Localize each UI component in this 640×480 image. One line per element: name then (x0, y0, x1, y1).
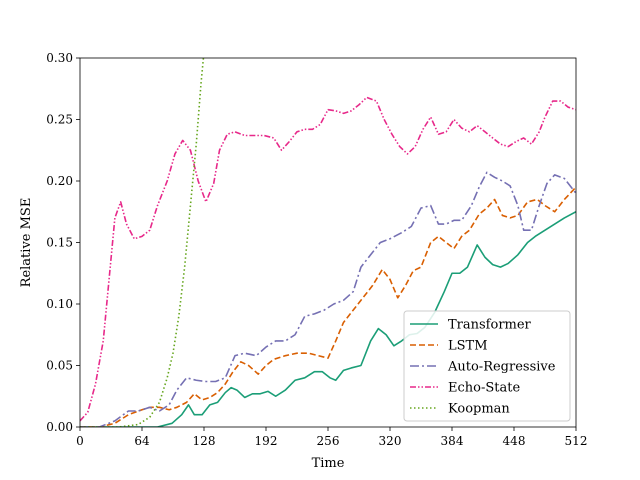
legend: Transformer LSTM Auto-Regressive Echo-State… (403, 310, 571, 422)
series-line-koopman (80, 58, 205, 427)
y-tick-label: 0.25 (46, 113, 73, 127)
legend-label: Koopman (448, 402, 510, 417)
series-line-echo-state (80, 96, 576, 422)
x-axis-title: Time (312, 456, 345, 471)
series-line-lstm (80, 186, 576, 427)
x-tick-label: 512 (565, 434, 588, 448)
series-line-transformer (80, 211, 576, 427)
legend-label: Echo-State (448, 381, 520, 396)
plot-lines (80, 58, 576, 427)
series-line-auto-regressive (80, 171, 576, 427)
y-tick-label: 0.30 (46, 51, 73, 65)
legend-box (403, 310, 571, 422)
x-tick-label: 320 (379, 434, 402, 448)
x-tick-label: 384 (441, 434, 464, 448)
x-tick-label: 0 (76, 434, 84, 448)
legend-label: Transformer (448, 318, 532, 333)
y-tick-label: 0.00 (46, 420, 73, 434)
y-axis-title: Relative MSE (19, 198, 34, 288)
x-tick-label: 128 (193, 434, 216, 448)
y-tick-label: 0.05 (46, 359, 73, 373)
x-tick-label: 64 (134, 434, 150, 448)
legend-label: LSTM (448, 339, 488, 354)
x-tick-label: 192 (255, 434, 278, 448)
y-tick-label: 0.15 (46, 236, 73, 250)
y-tick-label: 0.10 (46, 297, 73, 311)
legend-label: Auto-Regressive (447, 360, 556, 375)
x-tick-label: 256 (317, 434, 340, 448)
y-tick-label: 0.20 (46, 174, 73, 188)
ticks: 0 64 128 192 256 320 384 448 512 0.00 0.05 0.10 0.15… (46, 51, 587, 448)
x-tick-label: 448 (503, 434, 526, 448)
